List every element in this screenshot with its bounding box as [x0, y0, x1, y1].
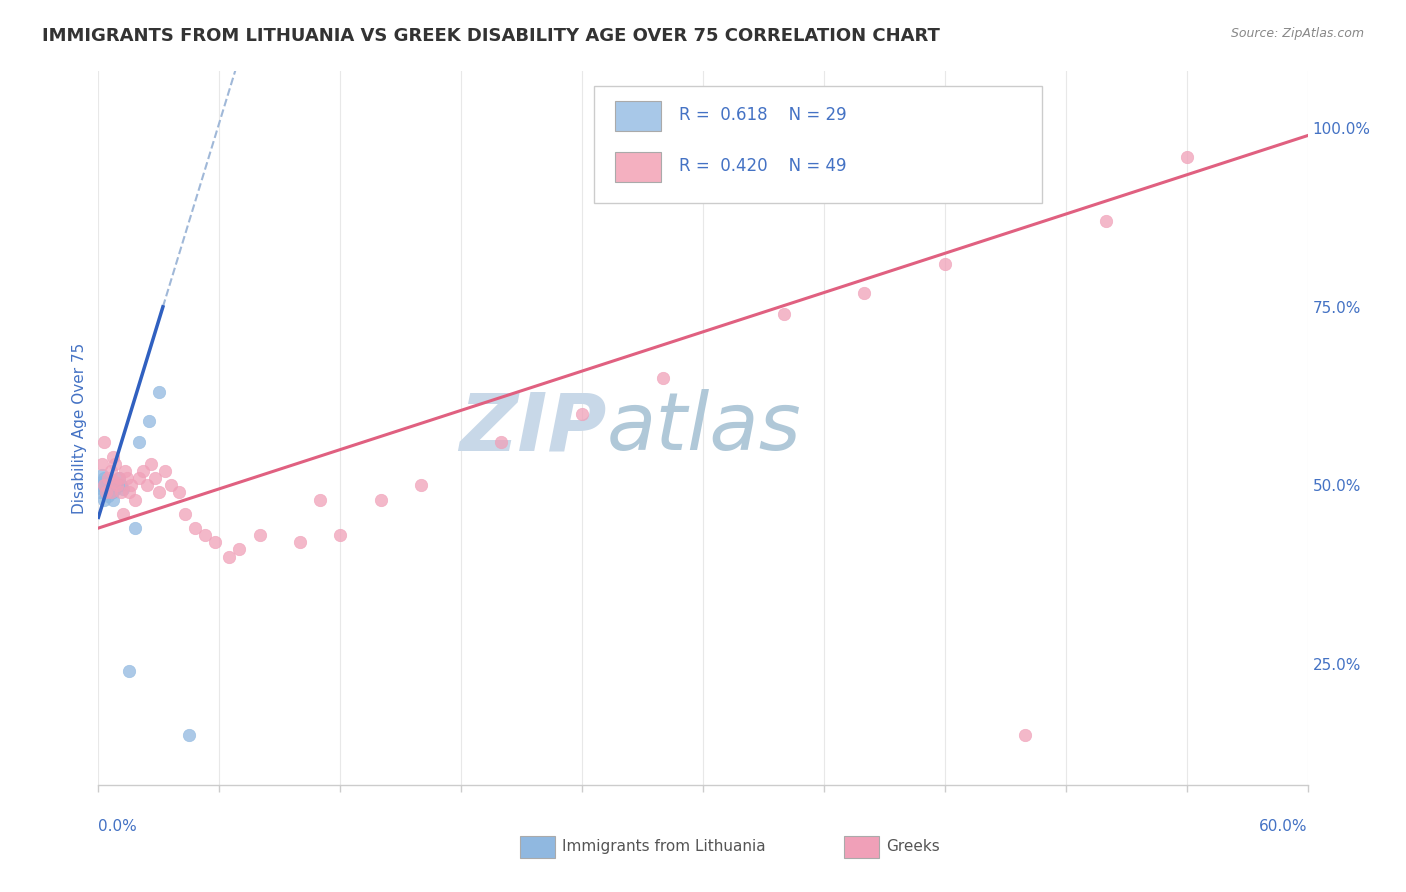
- Point: [103, 482, 125, 496]
- Point: [218, 549, 240, 564]
- Point: [124, 521, 146, 535]
- Point: [100, 482, 122, 496]
- Point: [148, 385, 170, 400]
- Point: [97, 482, 120, 496]
- Point: [93, 492, 115, 507]
- Point: [179, 728, 201, 742]
- Point: [1095, 214, 1118, 228]
- Point: [167, 485, 190, 500]
- Text: Immigrants from Lithuania: Immigrants from Lithuania: [562, 839, 766, 854]
- Point: [96, 475, 118, 489]
- Point: [110, 478, 132, 492]
- Point: [93, 478, 115, 492]
- Point: [853, 285, 876, 300]
- Point: [118, 664, 141, 678]
- Point: [329, 528, 352, 542]
- Point: [101, 485, 124, 500]
- Point: [143, 471, 166, 485]
- Point: [107, 471, 129, 485]
- Point: [101, 450, 124, 464]
- Point: [91, 475, 114, 489]
- Point: [105, 478, 128, 492]
- Point: [114, 464, 136, 478]
- Point: [409, 478, 432, 492]
- Point: [153, 464, 176, 478]
- Point: [110, 485, 132, 500]
- Point: [309, 492, 332, 507]
- Point: [128, 435, 150, 450]
- Text: Source: ZipAtlas.com: Source: ZipAtlas.com: [1230, 27, 1364, 40]
- Point: [115, 471, 138, 485]
- Point: [934, 257, 956, 271]
- Point: [105, 478, 128, 492]
- Point: [491, 435, 513, 450]
- Point: [103, 457, 125, 471]
- Text: atlas: atlas: [606, 389, 801, 467]
- Point: [91, 467, 114, 482]
- Point: [174, 507, 197, 521]
- Point: [571, 407, 593, 421]
- Point: [89, 485, 111, 500]
- Point: [93, 478, 115, 492]
- Point: [124, 492, 146, 507]
- Point: [118, 485, 141, 500]
- FancyBboxPatch shape: [614, 152, 661, 182]
- Text: ZIP: ZIP: [458, 389, 606, 467]
- Point: [204, 535, 226, 549]
- Point: [1175, 150, 1198, 164]
- Point: [96, 485, 118, 500]
- Point: [288, 535, 311, 549]
- FancyBboxPatch shape: [614, 101, 661, 130]
- Point: [97, 489, 120, 503]
- Point: [103, 475, 125, 489]
- Point: [100, 485, 122, 500]
- Point: [160, 478, 183, 492]
- Text: 0.0%: 0.0%: [98, 820, 138, 834]
- Point: [651, 371, 673, 385]
- Text: R =  0.618    N = 29: R = 0.618 N = 29: [679, 106, 846, 124]
- Point: [138, 414, 160, 428]
- Text: 60.0%: 60.0%: [1260, 820, 1308, 834]
- Point: [93, 435, 115, 450]
- Point: [100, 464, 122, 478]
- Y-axis label: Disability Age Over 75: Disability Age Over 75: [72, 343, 87, 514]
- Text: R =  0.420    N = 49: R = 0.420 N = 49: [679, 157, 846, 175]
- Point: [249, 528, 271, 542]
- Point: [772, 307, 794, 321]
- FancyBboxPatch shape: [595, 86, 1042, 203]
- Point: [370, 492, 392, 507]
- Point: [228, 542, 250, 557]
- Point: [97, 478, 120, 492]
- Point: [194, 528, 217, 542]
- Point: [91, 482, 114, 496]
- Text: IMMIGRANTS FROM LITHUANIA VS GREEK DISABILITY AGE OVER 75 CORRELATION CHART: IMMIGRANTS FROM LITHUANIA VS GREEK DISAB…: [42, 27, 941, 45]
- Point: [96, 485, 118, 500]
- Point: [135, 478, 157, 492]
- Point: [91, 457, 114, 471]
- Point: [132, 464, 155, 478]
- Point: [107, 471, 129, 485]
- Point: [97, 471, 120, 485]
- Point: [184, 521, 207, 535]
- Point: [1014, 728, 1036, 742]
- Point: [96, 482, 118, 496]
- Point: [101, 492, 124, 507]
- Point: [120, 478, 142, 492]
- Point: [111, 482, 134, 496]
- Point: [111, 507, 134, 521]
- Point: [89, 478, 111, 492]
- Point: [139, 457, 162, 471]
- Point: [148, 485, 170, 500]
- Text: Greeks: Greeks: [886, 839, 939, 854]
- Point: [93, 471, 115, 485]
- Point: [128, 471, 150, 485]
- Point: [100, 485, 122, 500]
